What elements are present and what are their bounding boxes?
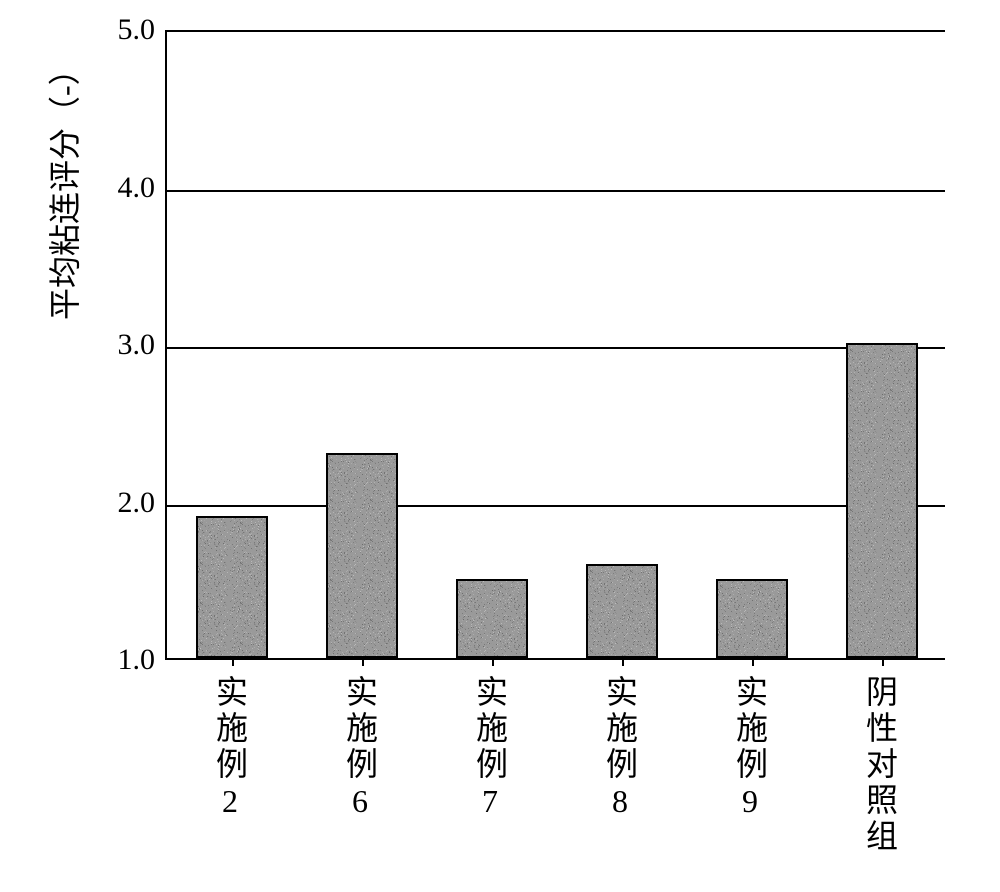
x-tick-label: 实施例8 [597, 675, 643, 823]
x-tick-label: 实施例7 [467, 675, 513, 823]
bar [716, 579, 788, 658]
x-tick-mark [232, 658, 234, 666]
x-tick-mark [882, 658, 884, 666]
plot-area [165, 30, 945, 660]
y-axis-title: 平均粘连评分（-） [40, 53, 86, 320]
x-tick-label: 阴性对照组 [857, 675, 903, 855]
x-tick-label: 实施例6 [337, 675, 383, 823]
y-tick-label: 3.0 [118, 328, 156, 362]
y-tick-label: 1.0 [118, 643, 156, 677]
bar [586, 564, 658, 659]
gridline [167, 347, 945, 349]
bar [196, 516, 268, 658]
bar [846, 343, 918, 658]
x-tick-label: 实施例2 [207, 675, 253, 823]
gridline [167, 190, 945, 192]
y-tick-label: 5.0 [118, 13, 156, 47]
x-tick-mark [622, 658, 624, 666]
x-tick-mark [362, 658, 364, 666]
gridline [167, 505, 945, 507]
bar-chart: 平均粘连评分（-） 1.02.03.04.05.0实施例2实施例6实施例7实施例… [50, 20, 950, 870]
x-tick-label: 实施例9 [727, 675, 773, 823]
x-tick-mark [492, 658, 494, 666]
bar [326, 453, 398, 658]
bar [456, 579, 528, 658]
x-tick-mark [752, 658, 754, 666]
y-tick-label: 4.0 [118, 171, 156, 205]
y-tick-label: 2.0 [118, 486, 156, 520]
